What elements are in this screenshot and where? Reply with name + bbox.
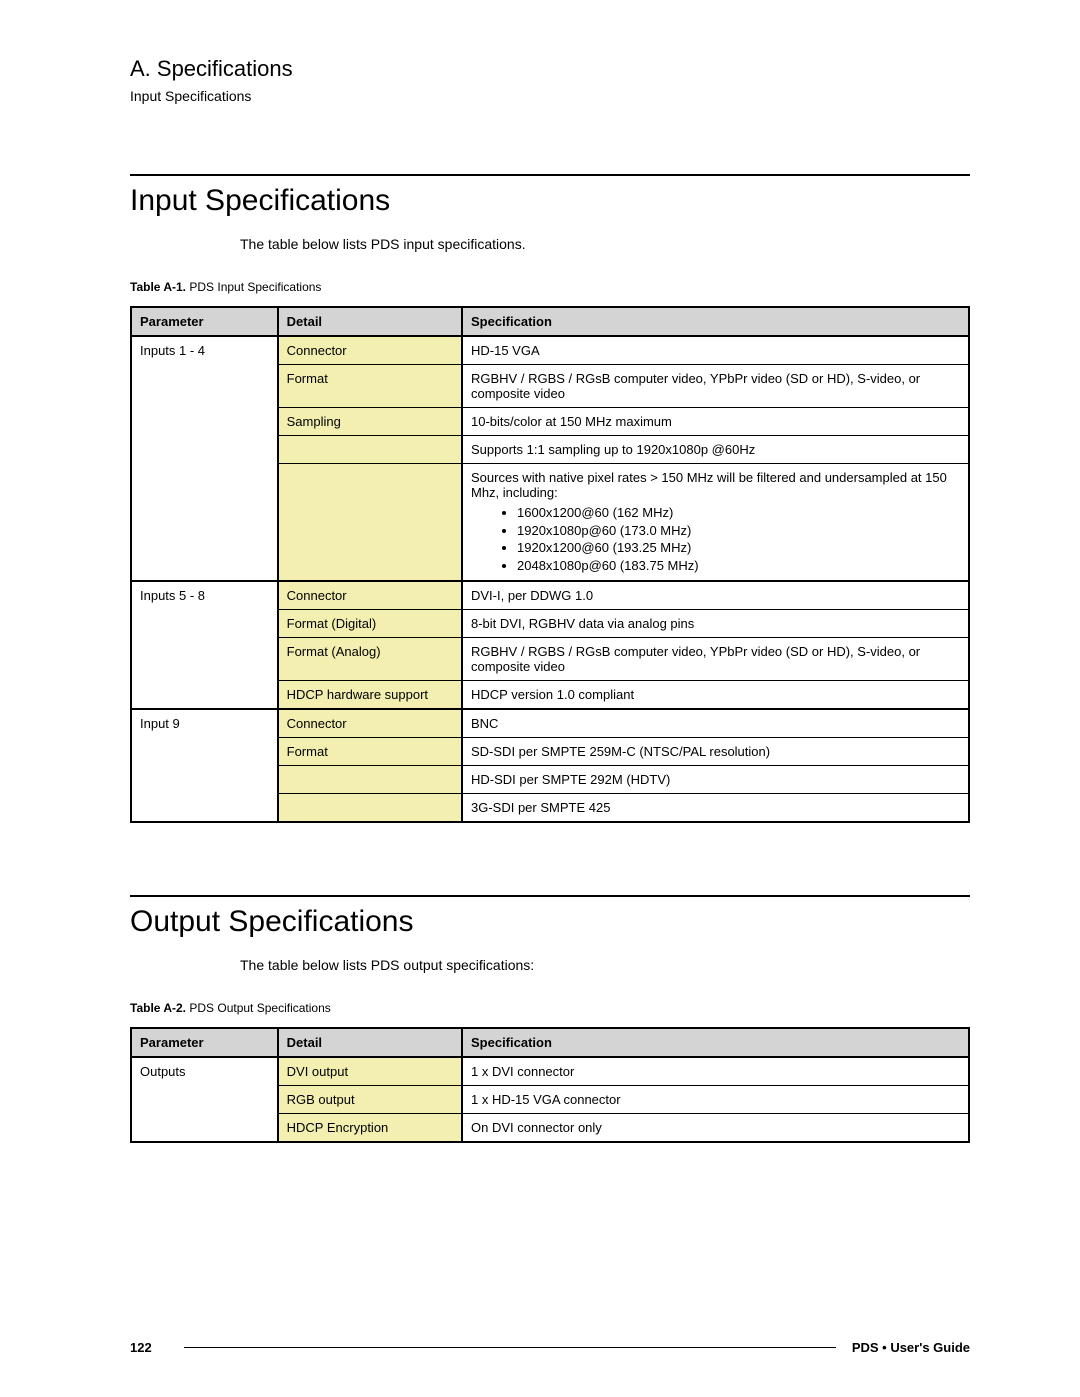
caption-bold: Table A-2. (130, 1001, 186, 1015)
cell-detail: Format (278, 738, 462, 766)
cell-specification: 8-bit DVI, RGBHV data via analog pins (462, 610, 969, 638)
section-rule (130, 895, 970, 897)
cell-detail (278, 464, 462, 582)
table-header-row: Parameter Detail Specification (131, 1028, 969, 1057)
footer-doc-title: PDS • User's Guide (852, 1340, 970, 1355)
caption-rest: PDS Input Specifications (186, 280, 321, 294)
cell-specification: 1 x DVI connector (462, 1057, 969, 1086)
spec-lead-text: Sources with native pixel rates > 150 MH… (471, 470, 960, 500)
col-parameter: Parameter (131, 307, 278, 336)
section-lead-input: The table below lists PDS input specific… (240, 236, 970, 252)
cell-specification: 10-bits/color at 150 MHz maximum (462, 408, 969, 436)
table-row: Input 9ConnectorBNC (131, 709, 969, 738)
cell-detail: RGB output (278, 1086, 462, 1114)
col-detail: Detail (278, 307, 462, 336)
cell-detail: Connector (278, 581, 462, 610)
cell-specification: DVI-I, per DDWG 1.0 (462, 581, 969, 610)
spec-bullet-item: 1920x1200@60 (193.25 MHz) (517, 539, 960, 557)
input-spec-table: Parameter Detail Specification Inputs 1 … (130, 306, 970, 823)
cell-detail: DVI output (278, 1057, 462, 1086)
table-row: OutputsDVI output1 x DVI connector (131, 1057, 969, 1086)
cell-specification: BNC (462, 709, 969, 738)
page-footer: 122 PDS • User's Guide (130, 1340, 970, 1355)
cell-detail: Sampling (278, 408, 462, 436)
col-specification: Specification (462, 307, 969, 336)
page-number: 122 (130, 1340, 152, 1355)
section-rule (130, 174, 970, 176)
cell-parameter: Outputs (131, 1057, 278, 1142)
col-parameter: Parameter (131, 1028, 278, 1057)
section-title-output: Output Specifications (130, 905, 970, 939)
footer-rule (184, 1347, 836, 1348)
table-header-row: Parameter Detail Specification (131, 307, 969, 336)
col-specification: Specification (462, 1028, 969, 1057)
table-row: Inputs 5 - 8ConnectorDVI-I, per DDWG 1.0 (131, 581, 969, 610)
cell-parameter: Inputs 5 - 8 (131, 581, 278, 709)
cell-detail (278, 794, 462, 823)
cell-detail: HDCP hardware support (278, 681, 462, 710)
spec-bullet-item: 1600x1200@60 (162 MHz) (517, 504, 960, 522)
cell-detail: Connector (278, 709, 462, 738)
cell-specification: RGBHV / RGBS / RGsB computer video, YPbP… (462, 638, 969, 681)
cell-detail (278, 766, 462, 794)
spec-bullet-list: 1600x1200@60 (162 MHz)1920x1080p@60 (173… (471, 504, 960, 574)
caption-bold: Table A-1. (130, 280, 186, 294)
cell-detail (278, 436, 462, 464)
cell-specification: Sources with native pixel rates > 150 MH… (462, 464, 969, 582)
page-subtitle: Input Specifications (130, 88, 970, 104)
cell-detail: HDCP Encryption (278, 1114, 462, 1143)
cell-specification: RGBHV / RGBS / RGsB computer video, YPbP… (462, 365, 969, 408)
cell-specification: HD-15 VGA (462, 336, 969, 365)
table-caption-output: Table A-2. PDS Output Specifications (130, 1001, 970, 1015)
cell-detail: Connector (278, 336, 462, 365)
cell-specification: On DVI connector only (462, 1114, 969, 1143)
section-lead-output: The table below lists PDS output specifi… (240, 957, 970, 973)
cell-detail: Format (Analog) (278, 638, 462, 681)
cell-specification: SD-SDI per SMPTE 259M-C (NTSC/PAL resolu… (462, 738, 969, 766)
caption-rest: PDS Output Specifications (186, 1001, 331, 1015)
cell-specification: HD-SDI per SMPTE 292M (HDTV) (462, 766, 969, 794)
cell-parameter: Input 9 (131, 709, 278, 822)
spec-bullet-item: 1920x1080p@60 (173.0 MHz) (517, 522, 960, 540)
section-title-input: Input Specifications (130, 184, 970, 218)
spec-bullet-item: 2048x1080p@60 (183.75 MHz) (517, 557, 960, 575)
cell-specification: Supports 1:1 sampling up to 1920x1080p @… (462, 436, 969, 464)
cell-parameter: Inputs 1 - 4 (131, 336, 278, 581)
output-spec-table: Parameter Detail Specification OutputsDV… (130, 1027, 970, 1143)
table-caption-input: Table A-1. PDS Input Specifications (130, 280, 970, 294)
cell-specification: HDCP version 1.0 compliant (462, 681, 969, 710)
cell-detail: Format (278, 365, 462, 408)
col-detail: Detail (278, 1028, 462, 1057)
table-row: Inputs 1 - 4ConnectorHD-15 VGA (131, 336, 969, 365)
appendix-title: A. Specifications (130, 56, 970, 82)
cell-detail: Format (Digital) (278, 610, 462, 638)
cell-specification: 3G-SDI per SMPTE 425 (462, 794, 969, 823)
cell-specification: 1 x HD-15 VGA connector (462, 1086, 969, 1114)
